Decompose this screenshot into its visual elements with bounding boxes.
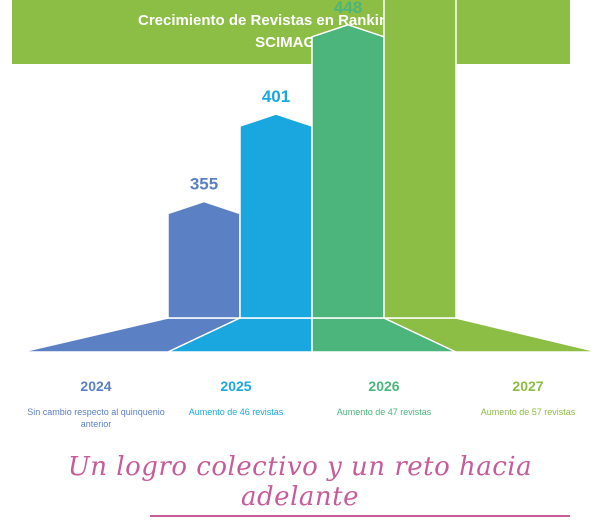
title-banner: Crecimiento de Revistas en Rankings QS y… [12, 0, 570, 64]
bar-2026 [311, 24, 385, 319]
slogan-area: Un logro colectivo y un reto hacia adela… [0, 450, 600, 520]
slogan-underline [150, 515, 570, 517]
bar-2025 [239, 113, 313, 319]
description-2027: Aumento de 57 revistas [480, 407, 576, 417]
description-2026: Aumento de 47 revistas [336, 407, 432, 417]
value-label-2025: 401 [262, 87, 290, 106]
bar-2027 [383, 0, 457, 319]
year-label-2025: 2025 [220, 378, 252, 394]
value-label-2026: 448 [334, 0, 362, 17]
year-label-2027: 2027 [512, 378, 544, 394]
value-label-2024: 355 [190, 175, 218, 194]
description-2024: Sin cambio respecto al quinquenio anteri… [27, 407, 165, 429]
year-label-2026: 2026 [368, 378, 400, 394]
chart-title: Crecimiento de Revistas en Rankings QS y… [138, 12, 444, 51]
description-2025: Aumento de 46 revistas [188, 407, 284, 417]
bar-2024 [167, 200, 241, 319]
year-label-2024: 2024 [80, 378, 112, 394]
slogan-text: Un logro colectivo y un reto hacia adela… [67, 452, 533, 512]
